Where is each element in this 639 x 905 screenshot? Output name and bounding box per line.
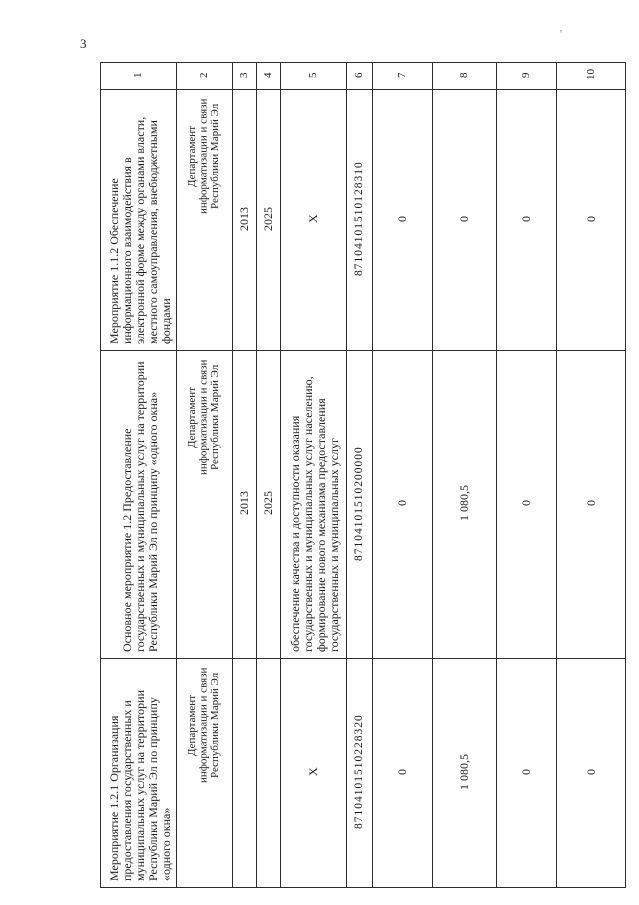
scan-artifact: ' <box>560 28 562 40</box>
cell-amount-8: 1 080,5 <box>432 350 497 659</box>
table-row-main-measure-1-2: Основное мероприятие 1.2 Предоставление … <box>100 350 626 659</box>
cell-amount-9: 0 <box>496 350 557 659</box>
column-number-header: 5 <box>280 62 347 90</box>
cell-executor: Департамент информатизации и связи Респу… <box>176 350 233 659</box>
cell-measure-name: Мероприятие 1.2.1 Организация предоставл… <box>100 658 177 888</box>
cell-amount-10: 0 <box>556 89 626 351</box>
cell-amount-7: 0 <box>372 658 433 888</box>
cell-amount-10: 0 <box>556 658 626 888</box>
cell-expected-result: X <box>280 658 347 888</box>
column-number-header: 4 <box>256 62 281 90</box>
cell-year-start <box>232 658 257 888</box>
cell-year-start: 2013 <box>232 350 257 659</box>
column-number-header: 3 <box>232 62 257 90</box>
column-number-header: 7 <box>372 62 433 90</box>
page-number: 3 <box>80 36 87 51</box>
program-measures-table: 1 2 3 4 5 6 7 8 9 10 Мероприятие 1.1.2 О… <box>100 62 626 888</box>
cell-measure-name: Мероприятие 1.1.2 Обеспечение информацио… <box>100 89 177 351</box>
table-row-measure-1-1-2: Мероприятие 1.1.2 Обеспечение информацио… <box>100 89 626 351</box>
cell-amount-9: 0 <box>496 658 557 888</box>
cell-measure-name: Основное мероприятие 1.2 Предоставление … <box>100 350 177 659</box>
cell-expected-result: X <box>280 89 347 351</box>
cell-expected-result: обеспечение качества и доступности оказа… <box>280 350 347 659</box>
cell-year-start: 2013 <box>232 89 257 351</box>
cell-amount-8: 1 080,5 <box>432 658 497 888</box>
cell-amount-10: 0 <box>556 350 626 659</box>
cell-amount-8: 0 <box>432 89 497 351</box>
column-number-header: 8 <box>432 62 497 90</box>
cell-budget-code: 87104101510228320 <box>346 658 373 888</box>
cell-budget-code: 87104101510128310 <box>346 89 373 351</box>
column-number-header: 1 <box>100 62 177 90</box>
cell-year-end: 2025 <box>256 89 281 351</box>
column-number-header: 2 <box>176 62 233 90</box>
table-row-measure-1-2-1: Мероприятие 1.2.1 Организация предоставл… <box>100 658 626 888</box>
column-number-header: 6 <box>346 62 373 90</box>
column-number-header: 10 <box>556 62 626 90</box>
cell-amount-7: 0 <box>372 350 433 659</box>
cell-executor: Департамент информатизации и связи Респу… <box>176 89 233 351</box>
cell-budget-code: 87104101510200000 <box>346 350 373 659</box>
cell-year-end: 2025 <box>256 350 281 659</box>
column-number-header: 9 <box>496 62 557 90</box>
cell-amount-7: 0 <box>372 89 433 351</box>
cell-amount-9: 0 <box>496 89 557 351</box>
cell-year-end <box>256 658 281 888</box>
column-numbers-row: 1 2 3 4 5 6 7 8 9 10 <box>100 62 626 90</box>
cell-executor: Департамент информатизации и связи Респу… <box>176 658 233 888</box>
